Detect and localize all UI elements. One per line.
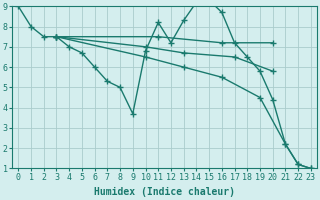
X-axis label: Humidex (Indice chaleur): Humidex (Indice chaleur) xyxy=(94,187,235,197)
